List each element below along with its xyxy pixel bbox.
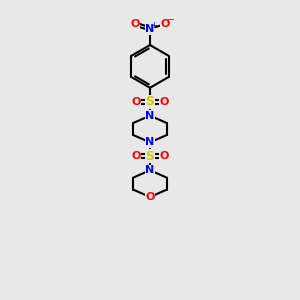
Text: O: O (145, 192, 155, 202)
Text: N: N (146, 111, 154, 121)
Text: O: O (131, 97, 140, 107)
Text: S: S (146, 150, 154, 163)
Text: O: O (130, 19, 140, 29)
Text: N: N (146, 137, 154, 147)
Text: O: O (131, 151, 140, 161)
Text: O: O (160, 151, 169, 161)
Text: +: + (150, 21, 157, 30)
Text: N: N (146, 24, 154, 34)
Text: O: O (160, 19, 170, 29)
Text: N: N (146, 165, 154, 175)
Text: −: − (167, 15, 175, 25)
Text: S: S (146, 95, 154, 108)
Text: O: O (160, 97, 169, 107)
